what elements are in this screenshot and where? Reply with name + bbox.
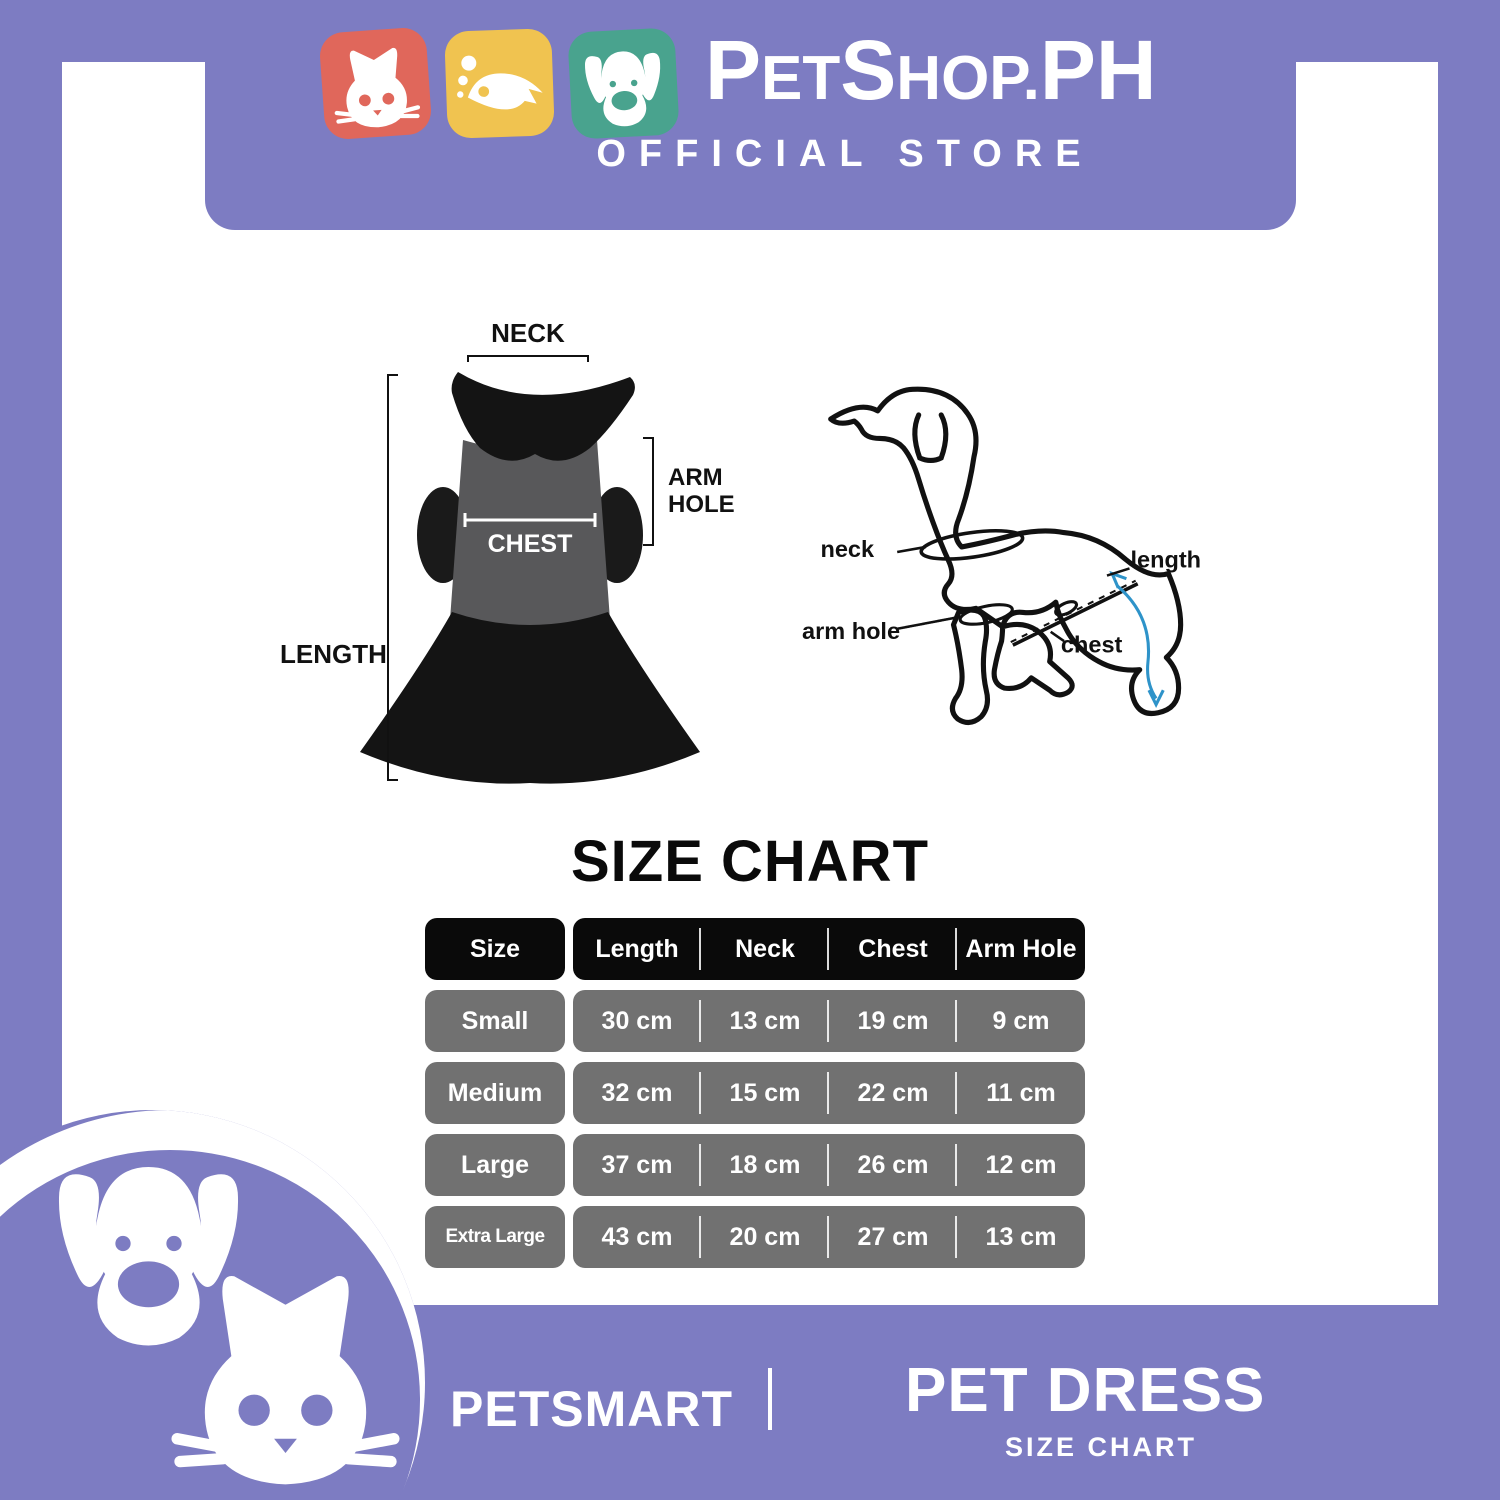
svg-text:NECK: NECK bbox=[491, 320, 565, 348]
svg-text:ARM: ARM bbox=[668, 464, 723, 491]
svg-text:neck: neck bbox=[820, 536, 875, 562]
svg-text:LENGTH: LENGTH bbox=[280, 639, 387, 669]
svg-text:length: length bbox=[1131, 546, 1202, 572]
svg-text:arm hole: arm hole bbox=[802, 618, 900, 644]
svg-text:CHEST: CHEST bbox=[488, 530, 573, 558]
svg-text:chest: chest bbox=[1061, 631, 1123, 657]
svg-text:HOLE: HOLE bbox=[668, 491, 735, 518]
